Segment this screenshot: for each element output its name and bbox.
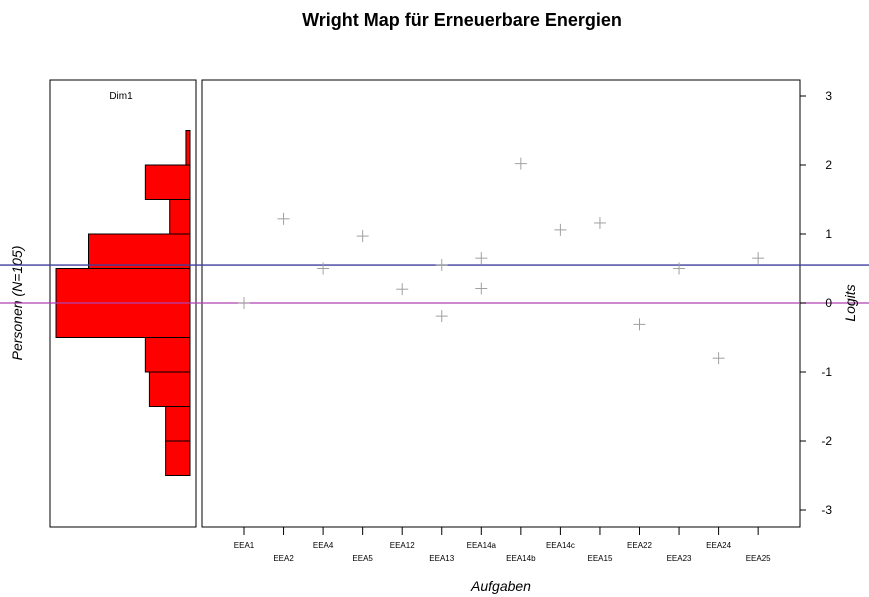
item-tick-label: EEA5 <box>352 554 373 563</box>
item-marker <box>356 230 369 243</box>
histogram-bar <box>165 440 191 476</box>
histogram-bar <box>185 130 191 166</box>
item-marker <box>435 259 448 272</box>
item-tick-label: EEA2 <box>273 554 294 563</box>
item-tick-label: EEA12 <box>390 541 415 550</box>
x-axis-label: Aufgaben <box>470 578 531 594</box>
histogram-bar <box>88 233 191 269</box>
item-marker <box>633 318 646 331</box>
item-tick-label: EEA14c <box>546 541 575 550</box>
logit-tick-label: 1 <box>825 227 832 241</box>
item-tick-label: EEA14b <box>506 554 536 563</box>
item-marker <box>475 252 488 265</box>
item-tick-label: EEA24 <box>706 541 731 550</box>
item-marker <box>238 297 250 309</box>
item-axis: EEA1 EEA2 EEA4 EEA5 EEA12 EEA13 EEA14a EEA14b EE… <box>234 527 771 563</box>
item-marker <box>475 282 488 295</box>
y-axis-label: Logits <box>842 284 858 321</box>
item-marker <box>673 262 686 275</box>
histogram-bar <box>144 337 191 373</box>
logit-tick-label: 3 <box>825 89 832 103</box>
item-marker <box>317 262 330 275</box>
item-tick-label: EEA14a <box>467 541 497 550</box>
reference-lines <box>0 264 869 304</box>
item-tick-label: EEA15 <box>587 554 612 563</box>
item-tick-label: EEA13 <box>429 554 454 563</box>
item-tick-label: EEA1 <box>234 541 255 550</box>
item-tick-label: EEA23 <box>667 554 692 563</box>
histogram-bar <box>148 371 191 407</box>
histogram-bar <box>169 199 191 235</box>
item-marker <box>593 216 606 229</box>
histogram-bar <box>144 164 191 200</box>
chart-title: Wright Map für Erneuerbare Energien <box>302 10 622 30</box>
item-tick-label: EEA22 <box>627 541 652 550</box>
item-marker <box>396 283 409 296</box>
logit-tick-label: 0 <box>825 296 832 310</box>
logit-tick-label: -3 <box>821 503 832 517</box>
item-marker <box>435 310 448 323</box>
logit-axis: -3 -2 -1 0 1 2 3 <box>800 89 832 517</box>
logit-tick-label: 2 <box>825 158 832 172</box>
item-tick-label: EEA4 <box>313 541 334 550</box>
item-marker <box>712 352 725 365</box>
histogram-bar <box>165 406 191 442</box>
item-marker <box>277 212 290 225</box>
item-tick-label: EEA25 <box>746 554 771 563</box>
logit-tick-label: -1 <box>821 365 832 379</box>
item-marker <box>752 252 765 265</box>
logit-tick-label: -2 <box>821 434 832 448</box>
dimension-label: Dim1 <box>109 91 133 102</box>
person-histogram <box>55 130 191 476</box>
item-markers <box>238 157 765 365</box>
item-marker <box>514 157 527 170</box>
item-marker <box>554 223 567 236</box>
